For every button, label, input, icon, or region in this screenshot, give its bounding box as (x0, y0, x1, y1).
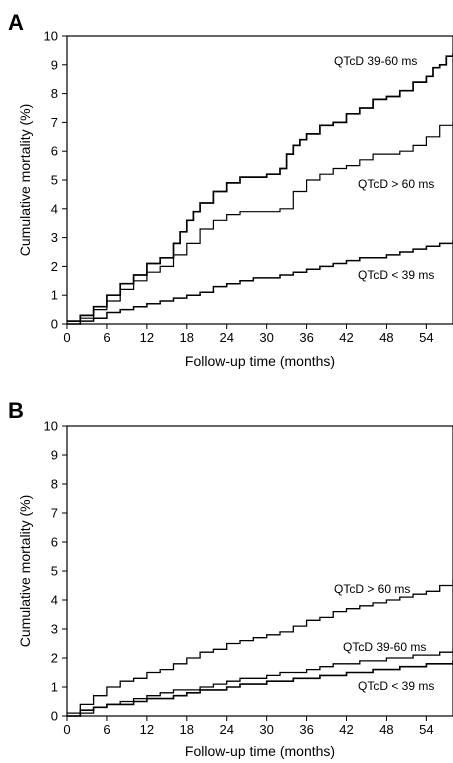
y-axis-title-b: Cumulative mortality (%) (17, 495, 33, 647)
y-tick-label-a-9: 9 (51, 57, 58, 72)
x-tick-label-a-9: 54 (419, 330, 433, 345)
y-axis-a: 0 1 2 3 4 5 6 7 8 9 10 (44, 29, 67, 332)
y-tick-label-b-0: 0 (51, 709, 58, 724)
x-tick-label-b-5: 30 (259, 722, 273, 737)
series-labels-b: QTcD > 60 ms QTcD 39-60 ms QTcD < 39 ms (334, 582, 434, 693)
series-line-a-0 (67, 53, 453, 322)
y-tick-label-b-1: 1 (51, 680, 58, 695)
x-tick-label-a-4: 24 (219, 330, 233, 345)
x-tick-label-a-7: 42 (339, 330, 353, 345)
x-tick-label-b-8: 48 (379, 722, 393, 737)
y-tick-label-a-3: 3 (51, 230, 58, 245)
series-labels-a: QTcD 39-60 ms QTcD > 60 ms QTcD < 39 ms (334, 54, 434, 282)
x-tick-label-b-7: 42 (339, 722, 353, 737)
x-tick-label-a-1: 6 (103, 330, 110, 345)
x-axis-title-b: Follow-up time (months) (185, 743, 335, 759)
y-tick-label-a-5: 5 (51, 173, 58, 188)
y-tick-label-a-1: 1 (51, 288, 58, 303)
x-tick-label-b-4: 24 (219, 722, 233, 737)
x-tick-label-b-9: 54 (419, 722, 433, 737)
x-tick-label-b-1: 6 (103, 722, 110, 737)
series-label-b-0: QTcD > 60 ms (334, 582, 410, 596)
x-tick-label-a-6: 36 (299, 330, 313, 345)
x-tick-label-b-2: 12 (140, 722, 154, 737)
x-axis-a: 0 6 12 18 24 30 36 42 48 54 (63, 324, 434, 345)
panel-letter-a: A (8, 10, 24, 35)
x-axis-title-a: Follow-up time (months) (185, 353, 335, 369)
panel-letter-b: B (8, 398, 24, 423)
y-tick-label-a-10: 10 (44, 29, 58, 44)
y-tick-label-b-10: 10 (44, 419, 58, 434)
plot-frame-b (66, 425, 453, 717)
y-tick-label-b-5: 5 (51, 564, 58, 579)
series-line-a-1 (67, 122, 453, 322)
series-a (67, 53, 453, 325)
y-axis-title-a: Cumulative mortality (%) (17, 104, 33, 256)
x-tick-label-b-6: 36 (299, 722, 313, 737)
series-label-a-0: QTcD 39-60 ms (334, 54, 417, 68)
y-tick-label-b-9: 9 (51, 448, 58, 463)
y-tick-label-a-2: 2 (51, 259, 58, 274)
y-tick-label-b-2: 2 (51, 651, 58, 666)
series-line-b-0 (67, 579, 453, 714)
x-tick-label-b-0: 0 (63, 722, 70, 737)
y-tick-label-b-7: 7 (51, 506, 58, 521)
x-axis-b: 0 6 12 18 24 30 36 42 48 54 (63, 716, 434, 737)
y-tick-label-b-4: 4 (51, 593, 58, 608)
series-line-a-2 (67, 240, 453, 325)
y-tick-label-b-3: 3 (51, 622, 58, 637)
series-label-b-1: QTcD 39-60 ms (343, 640, 426, 654)
x-tick-label-a-8: 48 (379, 330, 393, 345)
x-tick-label-b-3: 18 (180, 722, 194, 737)
y-tick-label-a-7: 7 (51, 115, 58, 130)
series-line-b-2 (67, 660, 453, 717)
series-b (67, 579, 453, 717)
y-tick-label-b-8: 8 (51, 477, 58, 492)
series-label-a-1: QTcD > 60 ms (358, 177, 434, 191)
series-label-a-2: QTcD < 39 ms (358, 268, 434, 282)
series-line-b-1 (67, 649, 453, 717)
y-tick-label-a-8: 8 (51, 86, 58, 101)
y-tick-label-b-6: 6 (51, 535, 58, 550)
x-tick-label-a-2: 12 (140, 330, 154, 345)
y-axis-b: 0 1 2 3 4 5 6 7 8 9 10 (44, 419, 67, 724)
x-tick-label-a-0: 0 (63, 330, 70, 345)
x-tick-label-a-3: 18 (180, 330, 194, 345)
y-tick-label-a-0: 0 (51, 317, 58, 332)
x-tick-label-a-5: 30 (259, 330, 273, 345)
y-tick-label-a-6: 6 (51, 144, 58, 159)
y-tick-label-a-4: 4 (51, 201, 58, 216)
series-label-b-2: QTcD < 39 ms (358, 679, 434, 693)
